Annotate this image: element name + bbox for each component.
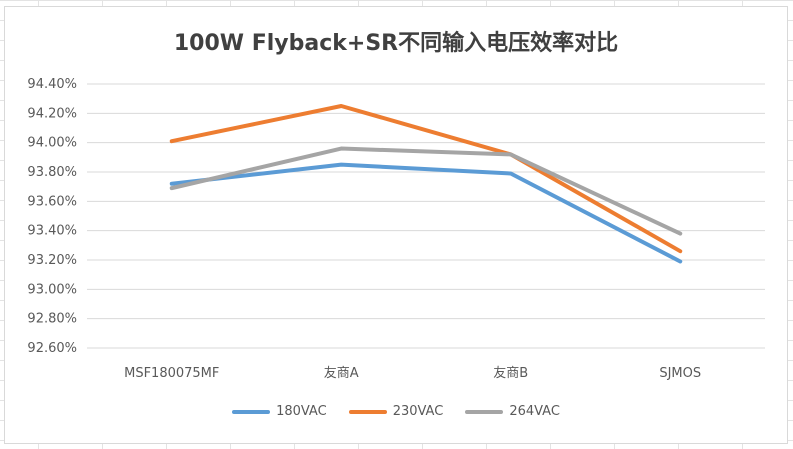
y-tick-label: 93.60% xyxy=(27,194,77,209)
data-point xyxy=(170,186,174,190)
x-tick-label: SJMOS xyxy=(659,366,701,381)
series-line-230VAC[interactable] xyxy=(169,104,683,254)
legend-swatch xyxy=(348,409,387,414)
data-point xyxy=(678,249,682,253)
y-tick-label: 93.80% xyxy=(27,165,77,180)
data-point xyxy=(339,104,343,108)
chart-plot: 94.40% 94.20% 94.00% 93.80% 93.60% 93.40% 93.2… xyxy=(27,77,765,381)
y-tick-label: 94.20% xyxy=(27,106,77,121)
x-tick-label: 友商A xyxy=(324,365,359,381)
y-tick-label: 92.80% xyxy=(27,312,77,327)
y-tick-label: 94.00% xyxy=(27,136,77,151)
x-tick-label: MSF180075MF xyxy=(124,366,219,381)
x-tick-label: 友商B xyxy=(493,365,528,381)
legend-label: 180VAC xyxy=(276,404,327,419)
data-point xyxy=(678,259,682,263)
legend-item[interactable]: 180VAC xyxy=(232,404,327,419)
data-point xyxy=(339,163,343,167)
series-line-264VAC[interactable] xyxy=(169,146,683,236)
legend-swatch xyxy=(465,409,504,414)
chart-title: 100W Flyback+SR不同输入电压效率对比 xyxy=(173,31,619,56)
y-tick-label: 93.00% xyxy=(27,282,77,297)
y-tick-label: 94.40% xyxy=(27,77,77,92)
y-tick-label: 92.60% xyxy=(27,341,77,356)
chart-area[interactable]: 100W Flyback+SR不同输入电压效率对比 94.40% 94.20% 94… xyxy=(4,6,788,444)
data-point xyxy=(170,182,174,186)
data-point xyxy=(170,139,174,143)
data-point xyxy=(678,232,682,236)
legend-swatch xyxy=(232,409,271,414)
legend-label: 264VAC xyxy=(509,404,560,419)
legend-item[interactable]: 230VAC xyxy=(348,404,444,419)
data-point xyxy=(509,171,513,175)
data-point xyxy=(339,147,343,151)
series-line-180VAC[interactable] xyxy=(169,162,683,264)
data-point xyxy=(509,152,513,156)
y-tick-label: 93.20% xyxy=(27,253,77,268)
y-tick-label: 93.40% xyxy=(27,224,77,239)
legend-label: 230VAC xyxy=(392,404,444,419)
chart-legend: 180VAC 230VAC 264VAC xyxy=(5,404,787,419)
legend-item[interactable]: 264VAC xyxy=(465,404,560,419)
